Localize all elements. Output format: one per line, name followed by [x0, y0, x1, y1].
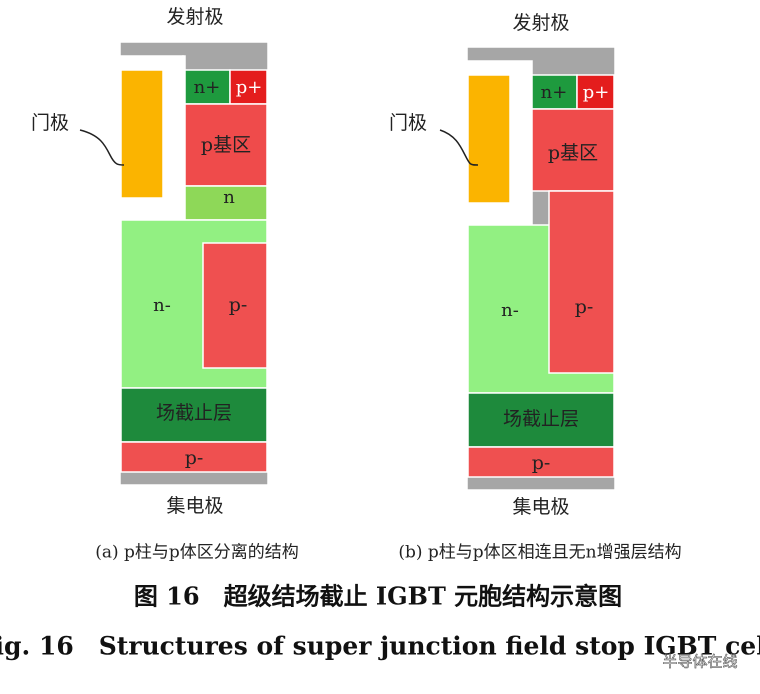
n-drift-label: n-	[153, 295, 171, 316]
cell-b: 发射极 门极 n+ p+ p基区 n- p- 场截止层 p- 集电极	[389, 12, 616, 518]
p-pillar	[548, 190, 615, 374]
gate-label: 门极	[389, 112, 427, 134]
emitter-label: 发射极	[512, 12, 569, 34]
p-base-label: p基区	[201, 134, 251, 156]
figure-title-en: Fig. 16 Structures of super junction fie…	[0, 632, 760, 661]
p-base	[184, 103, 268, 187]
emitter-label: 发射极	[166, 6, 223, 28]
caption-a: (a) p柱与p体区分离的结构	[95, 543, 299, 563]
n-layer-label: n	[223, 187, 235, 208]
n-layer	[184, 185, 268, 221]
field-stop	[467, 392, 615, 448]
cell-a: 发射极 门极 n+ p+ p基区 n n- p- 场截止层 p- 集电极	[31, 6, 269, 517]
gate	[467, 74, 511, 204]
p-plus-label: p+	[236, 77, 263, 98]
gate-pointer	[439, 129, 479, 166]
field-stop-label: 场截止层	[503, 408, 579, 430]
watermark: 半导体在线	[662, 653, 737, 671]
p-collector-label: p-	[185, 447, 204, 469]
gate-label: 门极	[31, 112, 69, 134]
p-pillar-label: p-	[229, 294, 248, 316]
n-drift-label: n-	[501, 300, 519, 321]
gate-pointer	[79, 129, 125, 166]
p-collector-label: p-	[532, 452, 551, 474]
n-plus	[531, 74, 578, 110]
p-pillar	[202, 242, 268, 369]
field-stop	[120, 387, 268, 443]
n-plus-label: n+	[541, 82, 568, 103]
n-plus-label: n+	[194, 77, 221, 98]
caption-b: (b) p柱与p体区相连且无n增强层结构	[398, 543, 681, 563]
p-collector	[120, 441, 268, 473]
p-pillar-label: p-	[575, 296, 594, 318]
figure-title-cn: 图 16 超级结场截止 IGBT 元胞结构示意图	[134, 582, 622, 611]
field-stop-label: 场截止层	[156, 402, 232, 424]
p-plus	[229, 69, 268, 105]
gate	[120, 69, 164, 199]
collector-label: 集电极	[512, 496, 569, 518]
collector-label: 集电极	[166, 495, 223, 517]
p-plus-label: p+	[583, 82, 610, 103]
p-base	[531, 108, 615, 192]
p-base-label: p基区	[548, 142, 598, 164]
p-plus	[576, 74, 615, 110]
p-collector	[467, 446, 615, 478]
